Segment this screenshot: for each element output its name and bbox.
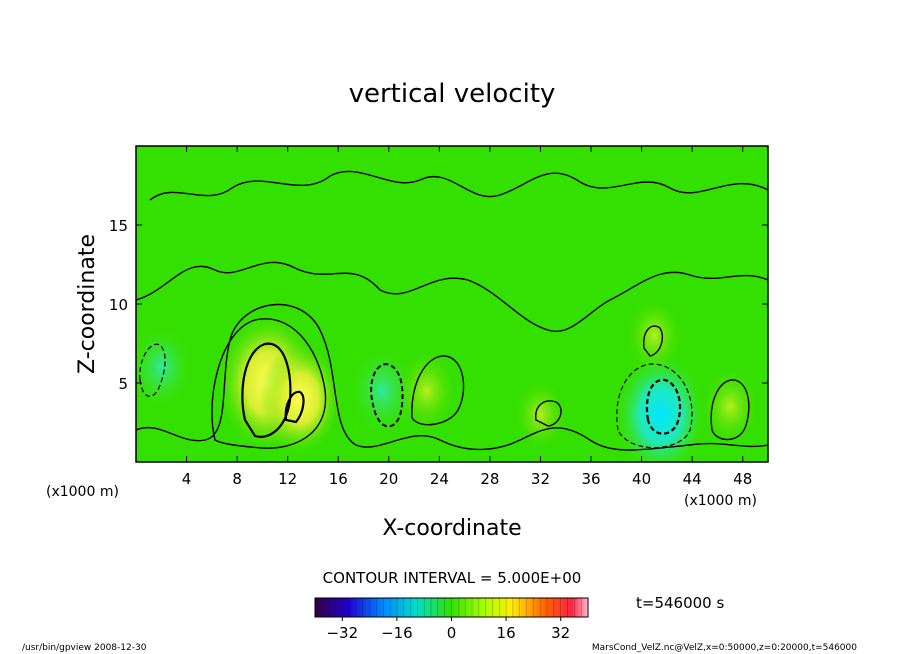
x-unit-label-right: (x1000 m) [684,493,757,509]
y-tick-label: 15 [109,217,128,235]
x-unit-label-left: (x1000 m) [46,484,119,500]
footer-left: /usr/bin/gpview 2008-12-30 [22,643,147,653]
x-tick-label: 16 [329,470,348,488]
contour-cell-24 [411,355,465,426]
field-cell-2 [136,322,195,412]
contour-downdraft-40-outer [616,363,693,449]
contour-line-lower [136,303,768,451]
footer-right: MarsCond_VelZ.nc@VelZ,x=0:50000,z=0:2000… [592,643,857,653]
x-tick-label: 12 [278,470,297,488]
x-tick-label: 20 [379,470,398,488]
field-cell-6 [614,351,708,462]
x-tick-label: 4 [182,470,192,488]
contour-line-top [149,170,768,201]
colorbar-tick-label: −16 [381,624,413,642]
contour-cell-48 [710,379,750,441]
contour-lines-negative [139,343,693,449]
chart-title: vertical velocity [349,79,556,109]
plot-area [136,146,768,462]
time-label: t=546000 s [636,594,724,612]
contour-cell-40-upper [643,325,664,357]
y-ticks: 5 10 15 [109,217,768,393]
contour-cell-32 [535,400,562,427]
contour-downdraft-40-core [645,378,682,435]
colorbar-ticks: −32 −16 0 16 32 [314,598,589,642]
x-tick-label: 32 [531,470,550,488]
x-tick-label: 8 [232,470,242,488]
colorbar-tick-label: −32 [326,624,358,642]
x-ticks: 4 8 12 16 20 24 28 32 36 40 44 48 [182,146,752,488]
contour-downdraft-20 [370,363,404,428]
contour-updraft-core [241,342,292,438]
x-tick-label: 36 [581,470,600,488]
field-cell-8 [625,296,683,375]
x-axis-label: X-coordinate [382,516,521,541]
contour-interval-label: CONTOUR INTERVAL = 5.000E+00 [323,569,582,587]
contour-downdraft-left [139,343,166,397]
colorbar-tick-label: 16 [497,624,516,642]
contour-updraft-outer [211,318,327,449]
y-tick-label: 10 [109,296,128,314]
contour-lines [136,170,768,451]
colorbar-tick-label: 32 [551,624,570,642]
x-tick-label: 44 [683,470,702,488]
x-tick-label: 48 [733,470,752,488]
colorbar-tick-label: 0 [447,624,457,642]
x-tick-label: 40 [632,470,651,488]
field-cell-5 [513,378,568,451]
contour-line-upper [136,261,768,333]
x-tick-label: 24 [430,470,449,488]
contour-updraft-small [284,390,305,424]
y-tick-label: 5 [118,375,128,393]
x-tick-label: 28 [480,470,499,488]
y-axis-label: Z-coordinate [75,234,100,374]
